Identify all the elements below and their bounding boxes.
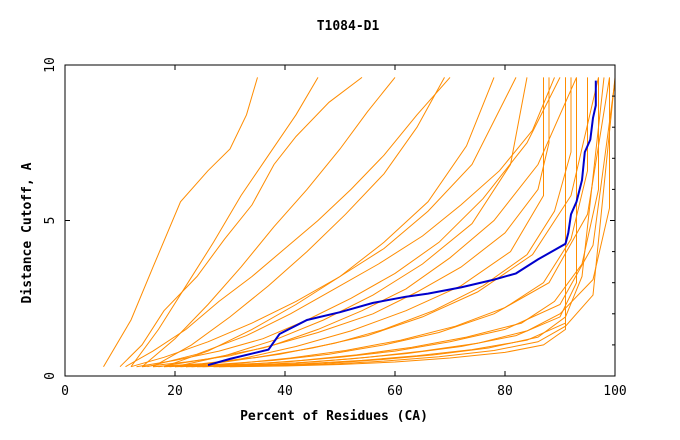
x-tick-label: 100 bbox=[603, 384, 626, 399]
background-series-line-12 bbox=[147, 77, 555, 368]
background-series-line-19 bbox=[141, 77, 396, 368]
y-axis: 0 5 10 bbox=[43, 57, 615, 380]
background-series-line-13 bbox=[158, 77, 550, 368]
background-series-line-22 bbox=[174, 77, 528, 368]
background-series-group bbox=[103, 77, 616, 368]
background-series-line-16 bbox=[191, 77, 599, 368]
x-axis: 0 20 40 60 80 100 bbox=[61, 65, 627, 399]
background-series-line-26 bbox=[229, 77, 566, 368]
background-series-line-15 bbox=[180, 77, 588, 368]
x-tick-label: 80 bbox=[497, 384, 513, 399]
background-series-line-17 bbox=[202, 77, 610, 368]
highlight-series-line bbox=[207, 80, 597, 367]
background-series-line-23 bbox=[185, 77, 544, 368]
x-tick-label: 40 bbox=[277, 384, 293, 399]
background-series-line-4 bbox=[130, 77, 517, 368]
x-tick-label: 20 bbox=[167, 384, 183, 399]
y-tick-label: 5 bbox=[43, 217, 58, 225]
y-tick-label: 10 bbox=[43, 57, 58, 73]
background-series-line-1 bbox=[103, 77, 258, 367]
x-axis-title: Percent of Residues (CA) bbox=[240, 409, 428, 424]
background-series-line-24 bbox=[213, 77, 605, 368]
background-series-line-20 bbox=[152, 77, 445, 368]
background-series-line-14 bbox=[169, 77, 572, 368]
background-series-line-18 bbox=[130, 77, 319, 367]
plot-frame bbox=[64, 64, 616, 377]
background-series-line-11 bbox=[196, 77, 566, 368]
background-series-line-7 bbox=[152, 77, 599, 368]
chart-title: T1084-D1 bbox=[317, 19, 380, 34]
background-series-line-5 bbox=[136, 77, 561, 368]
background-series-line-21 bbox=[163, 77, 495, 368]
x-tick-label: 60 bbox=[387, 384, 403, 399]
y-tick-label: 0 bbox=[43, 372, 58, 380]
y-axis-title: Distance Cutoff, A bbox=[20, 162, 35, 303]
x-tick-label: 0 bbox=[61, 384, 69, 399]
highlight-series-group bbox=[207, 80, 597, 367]
background-series-line-2 bbox=[119, 77, 363, 368]
background-series-line-6 bbox=[141, 77, 577, 368]
background-series-line-3 bbox=[125, 77, 451, 368]
